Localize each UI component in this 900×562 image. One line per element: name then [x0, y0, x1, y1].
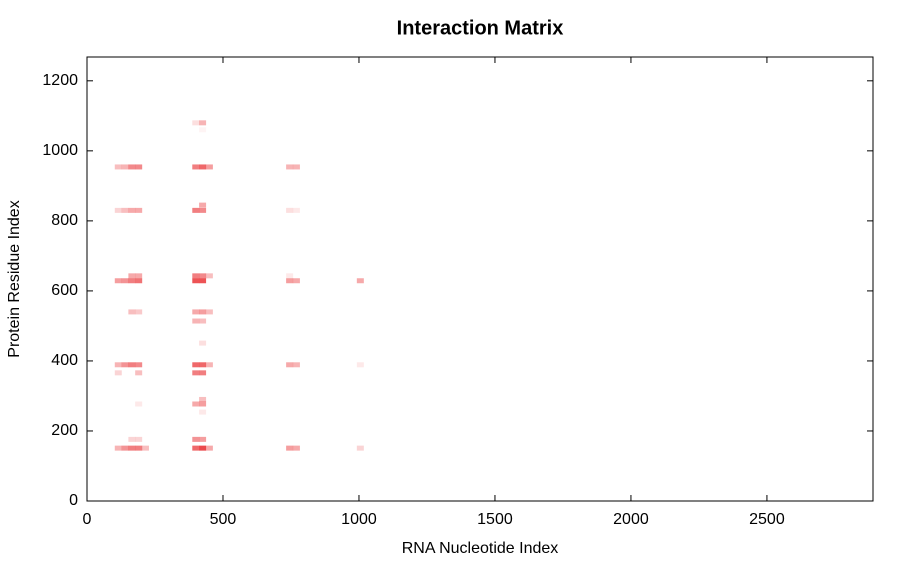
- heatmap-cell: [128, 164, 136, 170]
- heatmap-cell: [114, 362, 122, 368]
- heatmap-cell: [114, 445, 122, 451]
- heatmap-cell: [135, 309, 143, 315]
- plot-frame: [86, 56, 874, 502]
- heatmap-cell: [292, 445, 300, 451]
- y-tick-label: 800: [51, 212, 78, 229]
- y-tick-label: 1000: [42, 142, 78, 159]
- y-axis-label: Protein Residue Index: [6, 200, 23, 357]
- heatmap-cell: [135, 401, 143, 407]
- heatmap-cell: [128, 362, 136, 368]
- heatmap-cell: [121, 164, 129, 170]
- heatmap-cell: [121, 445, 129, 451]
- heatmap-cell: [199, 409, 207, 415]
- heatmap-cell: [199, 164, 207, 170]
- heatmap-cell: [205, 309, 213, 315]
- x-tick-label: 1000: [341, 511, 377, 528]
- heatmap-cell: [114, 164, 122, 170]
- heatmap-cell: [114, 370, 122, 376]
- heatmap-cell: [292, 278, 300, 284]
- heatmap-cell: [192, 120, 200, 126]
- heatmap-cell: [128, 273, 136, 279]
- heatmap-cell: [114, 207, 122, 213]
- y-tick-label: 1200: [42, 72, 78, 89]
- heatmap-cell: [286, 207, 294, 213]
- heatmap-cell: [192, 273, 200, 279]
- heatmap-cell: [135, 207, 143, 213]
- heatmap-cell: [192, 436, 200, 442]
- heatmap-cell: [121, 278, 129, 284]
- heatmap-cell: [199, 309, 207, 315]
- heatmap-cell: [192, 309, 200, 315]
- heatmap-cell: [286, 273, 294, 279]
- heatmap-cell: [286, 362, 294, 368]
- heatmap-cell: [356, 278, 364, 284]
- heatmap-cell: [192, 207, 200, 213]
- y-tick-label: 200: [51, 422, 78, 439]
- heatmap-cell: [135, 436, 143, 442]
- heatmap-cell: [128, 309, 136, 315]
- x-tick-label: 2500: [749, 511, 785, 528]
- heatmap-cell: [199, 401, 207, 407]
- heatmap-cell: [192, 362, 200, 368]
- heatmap-cell: [199, 273, 207, 279]
- heatmap-cell: [199, 207, 207, 213]
- y-tick-label: 0: [69, 492, 78, 509]
- heatmap-cell: [135, 278, 143, 284]
- heatmap-cell: [356, 362, 364, 368]
- heatmap-cell: [199, 370, 207, 376]
- x-axis-label: RNA Nucleotide Index: [402, 540, 559, 557]
- heatmap-cell: [192, 164, 200, 170]
- heatmap-cell: [192, 318, 200, 324]
- heatmap-cell: [128, 436, 136, 442]
- heatmap-cell: [199, 202, 207, 208]
- heatmap-cell: [292, 164, 300, 170]
- heatmap-cell: [141, 445, 149, 451]
- heatmap-cell: [199, 396, 207, 402]
- heatmap-cell: [135, 370, 143, 376]
- heatmap-cell: [192, 445, 200, 451]
- heatmap-cell: [286, 278, 294, 284]
- heatmap-cell: [121, 207, 129, 213]
- heatmap-cell: [205, 273, 213, 279]
- heatmap-cell: [292, 362, 300, 368]
- heatmap-cell: [192, 401, 200, 407]
- heatmap-cell: [128, 445, 136, 451]
- heatmap-cell: [286, 445, 294, 451]
- y-tick-label: 400: [51, 352, 78, 369]
- heatmap-cell: [121, 362, 129, 368]
- heatmap-cell: [199, 362, 207, 368]
- heatmap-cell: [128, 278, 136, 284]
- heatmap-cell: [114, 278, 122, 284]
- heatmap-cell: [292, 207, 300, 213]
- heatmap-cell: [199, 445, 207, 451]
- heatmap-cell: [205, 362, 213, 368]
- x-tick-label: 2000: [613, 511, 649, 528]
- heatmap-cell: [199, 278, 207, 284]
- heatmap-cell: [199, 318, 207, 324]
- y-tick-label: 600: [51, 282, 78, 299]
- heatmap-cell: [192, 370, 200, 376]
- heatmap-cell: [205, 164, 213, 170]
- x-tick-label: 1500: [477, 511, 513, 528]
- heatmap-cell: [199, 436, 207, 442]
- heatmap-cell: [135, 362, 143, 368]
- x-tick-label: 0: [83, 511, 92, 528]
- heatmap-cell: [199, 127, 207, 133]
- heatmap-cell: [192, 278, 200, 284]
- x-tick-label: 500: [210, 511, 237, 528]
- heatmap-cell: [135, 273, 143, 279]
- chart-title: Interaction Matrix: [397, 17, 564, 39]
- heatmap-cell: [135, 164, 143, 170]
- heatmap-cell: [135, 445, 143, 451]
- heatmap-cell: [199, 120, 207, 126]
- heatmap-cell: [199, 340, 207, 346]
- heatmap-cell: [356, 445, 364, 451]
- heatmap-cell: [205, 445, 213, 451]
- heatmap-cell: [286, 164, 294, 170]
- heatmap-cell: [128, 207, 136, 213]
